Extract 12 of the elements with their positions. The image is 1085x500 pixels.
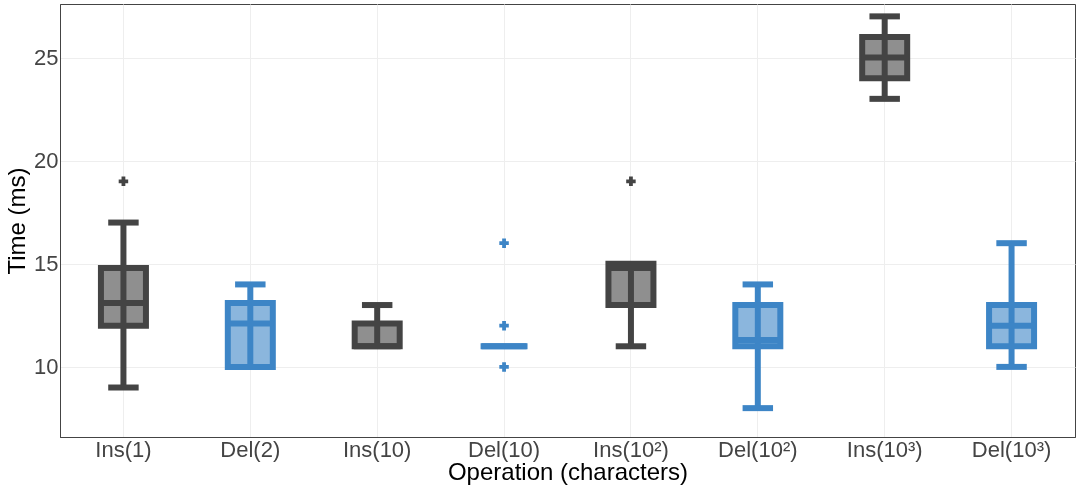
- x-tick-label: Del(2): [220, 436, 281, 462]
- x-tick-label: Ins(10): [342, 436, 412, 462]
- x-tick-label: Ins(10²): [593, 436, 669, 462]
- y-tick-label: 20: [34, 148, 59, 174]
- y-tick-label: 25: [34, 45, 59, 71]
- x-tick-label: Ins(1): [95, 436, 152, 462]
- y-tick-label: 10: [34, 354, 59, 380]
- y-axis-title: Time (ms): [3, 167, 31, 275]
- x-tick-label: Ins(10³): [846, 436, 923, 462]
- y-tick-label: 15: [34, 251, 59, 277]
- x-tick-label: Del(10²): [718, 436, 798, 462]
- x-tick-label: Del(10³): [971, 436, 1052, 462]
